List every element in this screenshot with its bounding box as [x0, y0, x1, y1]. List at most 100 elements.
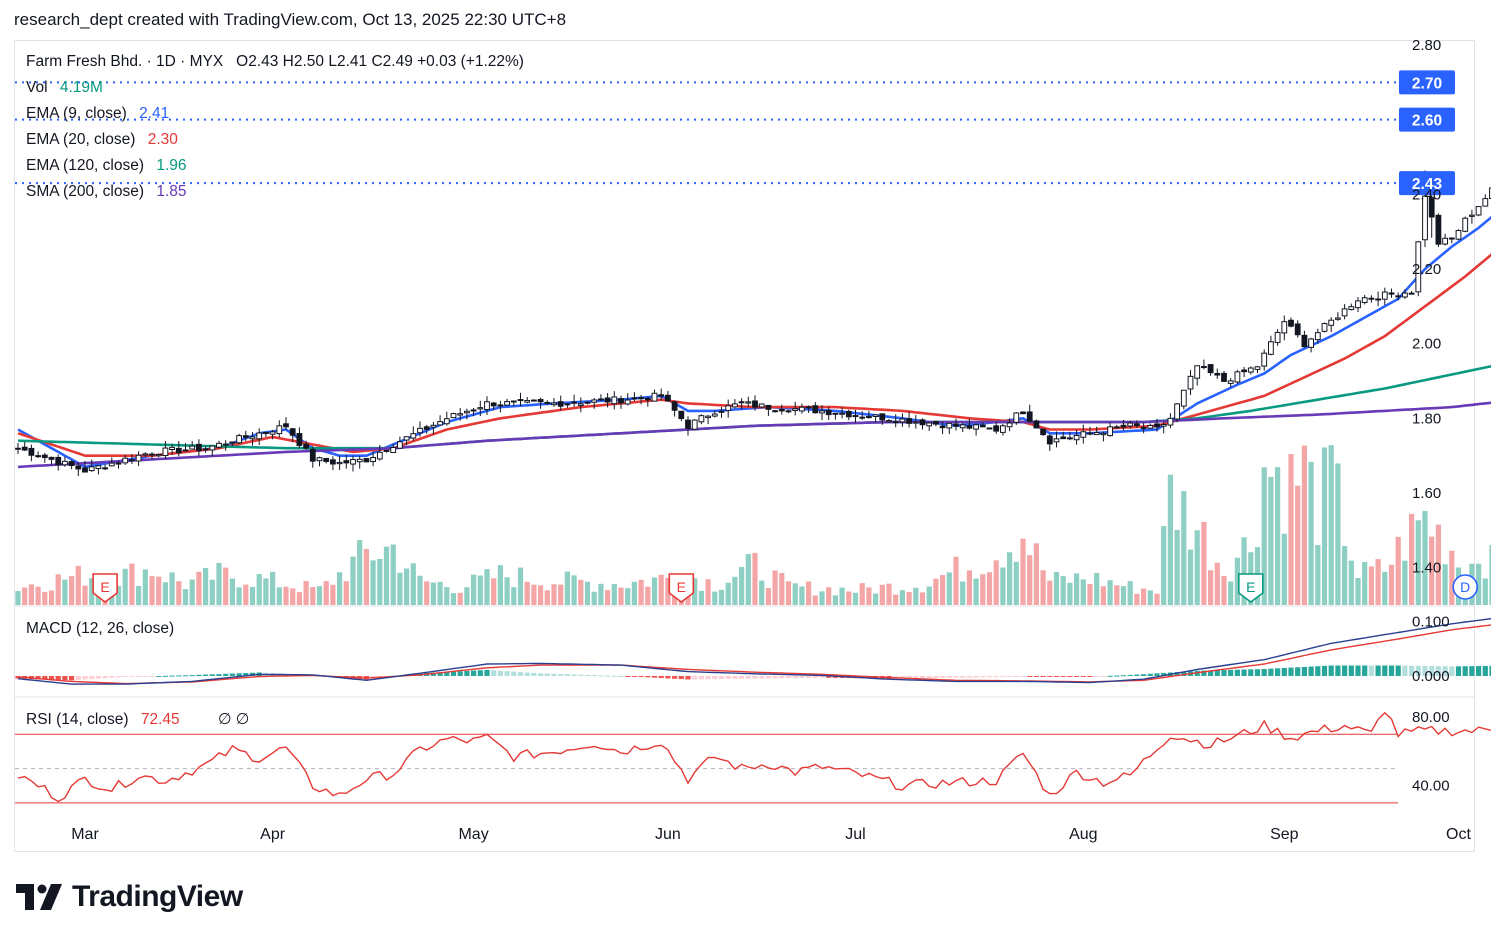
macd-histogram-bar — [471, 670, 477, 676]
macd-histogram-bar — [698, 675, 704, 680]
candle-body — [591, 399, 598, 403]
candle-body — [993, 425, 1000, 432]
candle-body — [1475, 206, 1482, 216]
volume-bar — [618, 587, 624, 605]
volume-bar — [89, 578, 95, 605]
candle-body — [725, 405, 732, 411]
macd-histogram-bar — [517, 672, 524, 676]
candle-body — [671, 401, 678, 411]
macd-histogram-bar — [1449, 666, 1455, 676]
price-tick-label: 1.80 — [1412, 410, 1441, 427]
candle-body — [423, 426, 430, 430]
candle-body — [397, 441, 403, 449]
candle-body — [557, 401, 564, 407]
volume-bar — [1362, 561, 1368, 605]
macd-histogram-bar — [1388, 665, 1395, 676]
volume-bar — [638, 579, 644, 605]
volume-bar — [410, 563, 416, 605]
macd-histogram-bar — [1007, 675, 1013, 678]
candle-body — [323, 457, 330, 462]
macd-histogram-bar — [772, 675, 778, 679]
volume-bar — [363, 548, 369, 605]
candle-body — [845, 410, 852, 418]
candle-body — [229, 441, 236, 444]
macd-histogram-bar — [678, 675, 684, 680]
candle-body — [1080, 431, 1087, 438]
candle-body — [296, 433, 303, 446]
volume-bar — [1388, 564, 1395, 605]
macd-histogram-bar — [1328, 665, 1334, 676]
candle-body — [1288, 319, 1294, 327]
volume-bar — [444, 587, 450, 605]
volume-bar — [839, 587, 845, 605]
time-axis-label: Mar — [71, 826, 99, 843]
volume-bar — [290, 588, 296, 605]
candle-body — [1422, 195, 1428, 241]
legend-macd[interactable]: MACD (12, 26, close) — [26, 620, 174, 638]
candle-body — [966, 425, 973, 429]
macd-histogram-bar — [1288, 667, 1294, 676]
macd-histogram-bar — [1094, 675, 1100, 677]
price-tick-label: 1.40 — [1412, 560, 1441, 577]
macd-histogram-bar — [631, 675, 637, 677]
candle-body — [611, 396, 618, 405]
candle-body — [1321, 323, 1328, 332]
macd-histogram-bar — [1214, 670, 1220, 676]
candle-body — [115, 462, 122, 465]
volume-bar — [223, 567, 229, 605]
volume-bar — [1348, 560, 1354, 605]
candle-body — [1174, 403, 1180, 420]
volume-bar — [48, 590, 55, 605]
tradingview-logo[interactable]: TradingView — [16, 880, 243, 914]
candle-body — [102, 467, 108, 470]
candle-body — [1469, 214, 1475, 217]
macd-histogram-bar — [765, 675, 771, 679]
legend-ema9[interactable]: EMA (9, close) 2.41 — [26, 105, 169, 123]
volume-bar — [551, 584, 557, 605]
candle-body — [490, 402, 497, 407]
volume-bar — [142, 569, 148, 605]
candle-body — [356, 458, 363, 463]
candle-body — [122, 457, 129, 464]
legend-ema120[interactable]: EMA (120, close) 1.96 — [26, 157, 187, 175]
volume-bar — [973, 578, 979, 605]
candle-body — [1107, 426, 1113, 437]
volume-bar — [1181, 491, 1187, 605]
candle-body — [1402, 292, 1408, 298]
volume-bar — [377, 558, 383, 605]
candle-body — [35, 455, 42, 458]
candle-body — [933, 421, 939, 425]
legend-symbol[interactable]: Farm Fresh Bhd. · 1D · MYX O2.43 H2.50 L… — [26, 53, 524, 71]
macd-histogram-bar — [993, 675, 999, 678]
candle-body — [1227, 380, 1234, 384]
time-axis-label: Jun — [655, 826, 681, 843]
volume-bar — [966, 570, 972, 605]
legend-ema20[interactable]: EMA (20, close) 2.30 — [26, 131, 178, 149]
dividend-marker — [1452, 574, 1478, 600]
candle-body — [142, 453, 149, 456]
candle-body — [604, 397, 611, 403]
candle-body — [624, 399, 631, 405]
candle-body — [1033, 420, 1040, 429]
volume-bar — [819, 591, 825, 605]
price-level-tag — [1399, 171, 1455, 196]
macd-histogram-bar — [1114, 675, 1120, 677]
candle-body — [772, 410, 779, 413]
candle-body — [785, 410, 792, 413]
volume-bar — [357, 540, 363, 605]
axis-layer: 2.80 2.40 2.20 2.00 1.80 1.60 1.40 0.100 0.000 80… — [71, 37, 1471, 843]
macd-histogram-bar — [1020, 675, 1026, 677]
macd-histogram-bar — [48, 675, 55, 680]
legend-sma200[interactable]: SMA (200, close) 1.85 — [26, 183, 187, 201]
volume-bar — [196, 571, 202, 605]
candle-body — [196, 443, 202, 452]
legend-rsi[interactable]: RSI (14, close) 72.45 ∅ ∅ — [26, 710, 249, 729]
candle-body — [912, 421, 919, 424]
macd-histogram-bar — [578, 674, 584, 676]
volume-bar — [471, 574, 477, 605]
macd-histogram-bar — [1154, 673, 1160, 676]
volume-bar — [1007, 552, 1013, 605]
candle-body — [638, 397, 645, 400]
legend-volume[interactable]: Vol 4.19M — [26, 79, 103, 97]
